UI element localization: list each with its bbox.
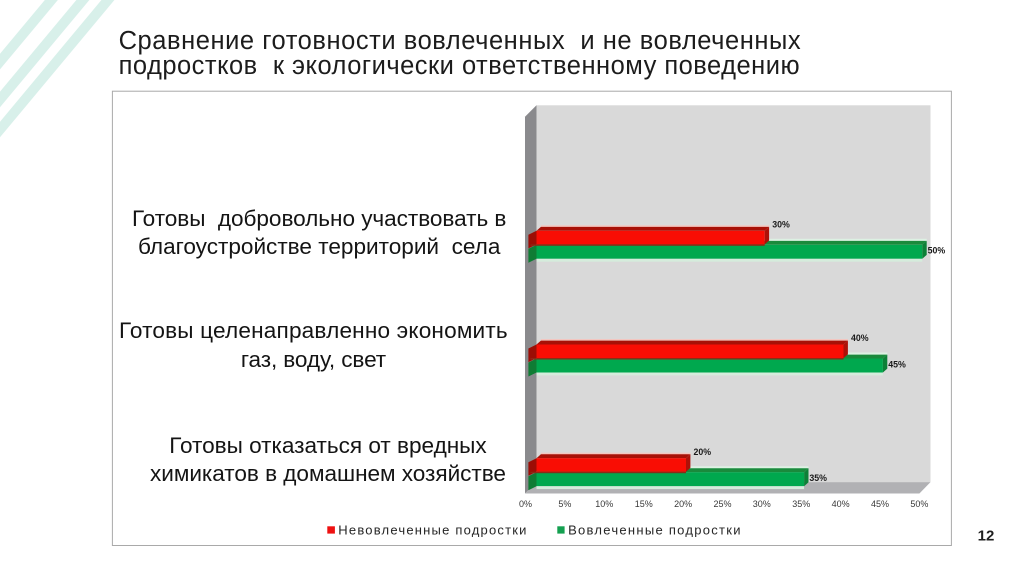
svg-text:Невовлеченные подростки: Невовлеченные подростки bbox=[338, 523, 526, 538]
svg-text:12: 12 bbox=[978, 527, 995, 544]
svg-text:10%: 10% bbox=[595, 499, 613, 509]
svg-text:20%: 20% bbox=[674, 499, 692, 509]
svg-text:Готовы отказаться от вредных: Готовы отказаться от вредных bbox=[169, 433, 487, 458]
svg-text:Готовы целенаправленно экономи: Готовы целенаправленно экономить bbox=[119, 318, 508, 343]
svg-text:0%: 0% bbox=[519, 499, 532, 509]
svg-text:химикатов в домашнем хозяйстве: химикатов в домашнем хозяйстве bbox=[150, 461, 506, 486]
svg-text:35%: 35% bbox=[809, 473, 827, 483]
svg-text:40%: 40% bbox=[832, 499, 850, 509]
svg-text:50%: 50% bbox=[910, 499, 928, 509]
svg-text:45%: 45% bbox=[888, 359, 906, 369]
svg-text:5%: 5% bbox=[558, 499, 571, 509]
svg-text:25%: 25% bbox=[713, 499, 731, 509]
svg-text:15%: 15% bbox=[635, 499, 653, 509]
svg-text:40%: 40% bbox=[851, 333, 869, 343]
svg-text:Сравнение готовности вовлеченн: Сравнение готовности вовлеченных и не во… bbox=[119, 27, 801, 55]
svg-text:50%: 50% bbox=[928, 246, 946, 256]
svg-text:35%: 35% bbox=[792, 499, 810, 509]
svg-text:30%: 30% bbox=[753, 499, 771, 509]
svg-text:Готовы добровольно участвоват: Готовы добровольно участвовать в bbox=[132, 206, 506, 231]
svg-text:подростков к экологически отв: подростков к экологически ответственному… bbox=[119, 52, 800, 80]
svg-text:30%: 30% bbox=[772, 220, 790, 230]
svg-text:благоустройстве территорий се: благоустройстве территорий села bbox=[138, 234, 501, 259]
svg-text:45%: 45% bbox=[871, 499, 889, 509]
svg-text:газ, воду, свет: газ, воду, свет bbox=[241, 347, 386, 372]
svg-text:20%: 20% bbox=[694, 447, 712, 457]
